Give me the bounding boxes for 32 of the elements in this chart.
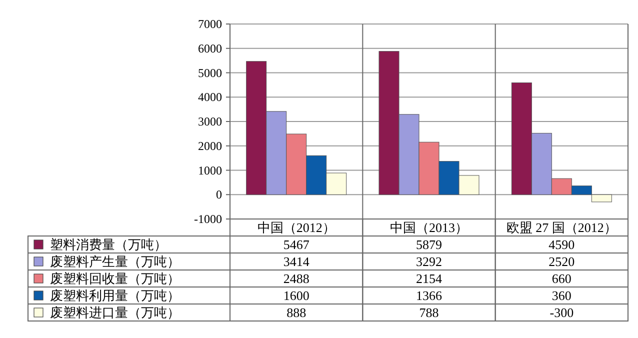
legend-label: 塑料消费量（万吨） <box>50 237 167 252</box>
x-tick-label: 欧盟 27 国（2012） <box>506 220 617 235</box>
data-label: 788 <box>419 305 439 320</box>
data-label: 1600 <box>283 288 310 303</box>
data-label: 5467 <box>283 237 310 252</box>
data-label: 3292 <box>416 254 442 269</box>
y-tick-label: 6000 <box>198 41 222 56</box>
data-label: 2154 <box>416 271 442 286</box>
y-tick-label: 1000 <box>198 163 222 178</box>
data-label: 3414 <box>283 254 310 269</box>
data-label: -300 <box>550 305 574 320</box>
x-tick-label: 中国（2013） <box>390 220 468 235</box>
legend-label: 废塑料产生量（万吨） <box>50 254 180 269</box>
y-tick-label: 7000 <box>198 17 222 31</box>
data-label: 4590 <box>548 237 575 252</box>
legend-label: 废塑料回收量（万吨） <box>50 271 180 286</box>
y-tick-label: 4000 <box>198 90 222 104</box>
data-label: 360 <box>552 288 572 303</box>
y-tick-label: -1000 <box>194 212 222 226</box>
x-tick-label: 中国（2012） <box>257 220 336 235</box>
data-label: 2488 <box>283 271 310 286</box>
data-label: 1366 <box>416 288 442 303</box>
data-label: 5879 <box>416 237 442 252</box>
legend-label: 废塑料利用量（万吨） <box>50 288 180 303</box>
data-label: 660 <box>552 271 572 286</box>
y-tick-label: 0 <box>216 188 222 202</box>
data-label: 888 <box>286 305 306 320</box>
legend-label: 废塑料进口量（万吨） <box>50 305 180 320</box>
data-label: 2520 <box>548 254 575 269</box>
y-tick-label: 2000 <box>198 138 222 153</box>
y-tick-label: 3000 <box>198 114 222 128</box>
y-tick-label: 5000 <box>198 66 222 80</box>
